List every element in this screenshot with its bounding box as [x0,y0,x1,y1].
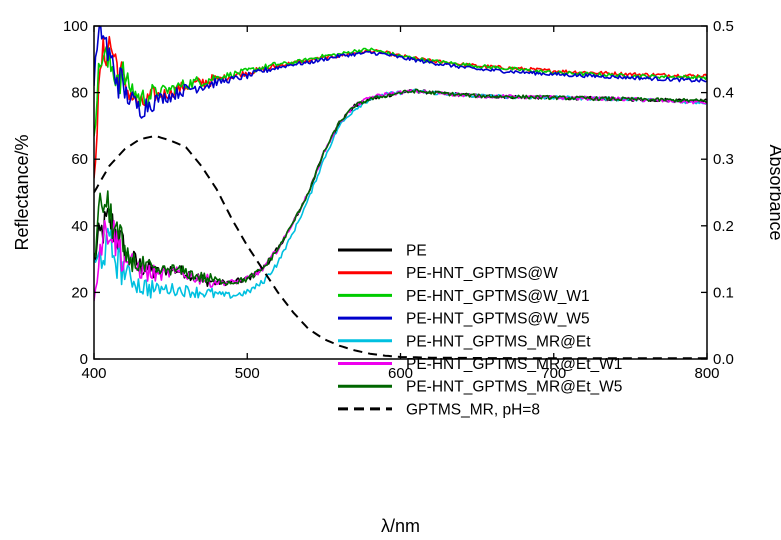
series-line [94,134,707,359]
y-axis-label: Reflectance/% [12,134,32,250]
legend-label: PE-HNT_GPTMS_MR@Et_W1 [406,356,622,373]
series-line [94,35,707,179]
x-axis-label: λ/nm [381,516,420,536]
y2-tick-label: 0.1 [713,284,734,301]
series-layer [94,26,707,359]
x-tick-label: 400 [81,365,106,382]
legend-label: PE-HNT_GPTMS_MR@Et_W5 [406,379,622,396]
legend-label: PE [406,243,427,260]
y2-tick-label: 0.4 [713,85,734,102]
series-line [94,88,707,299]
ticks-layer: 400 500 600 700 800 0 20 40 60 80 100 0.0 0.1 0.2 0.3 0… [63,18,734,382]
legend: PE PE-HNT_GPTMS@W PE-HNT_GPTMS@W_W1 PE-HNT_… [338,243,622,418]
legend-label: PE-HNT_GPTMS_MR@Et [406,333,591,350]
series-line [94,88,707,286]
x-tick-label: 700 [541,365,566,382]
y2-tick-label: 0.3 [713,151,734,168]
x-tick-label: 600 [388,365,413,382]
series-line [94,46,707,137]
y-tick-label: 40 [71,218,88,235]
y-tick-label: 100 [63,18,88,35]
legend-label: PE-HNT_GPTMS@W_W5 [406,311,590,328]
y-tick-label: 20 [71,284,88,301]
series-line [94,26,707,119]
y2-tick-label: 0.5 [713,18,734,35]
legend-label: GPTMS_MR, pH=8 [406,401,540,418]
x-tick-label: 500 [235,365,260,382]
y-tick-label: 80 [71,85,88,102]
legend-label: PE-HNT_GPTMS@W_W1 [406,288,590,305]
y2-tick-label: 0.0 [713,351,734,368]
x-tick-label: 800 [694,365,719,382]
y2-axis-label: Absorbance [766,144,781,240]
y-tick-label: 60 [71,151,88,168]
legend-label: PE-HNT_GPTMS@W [406,265,558,282]
y-tick-label: 0 [80,351,88,368]
y2-tick-label: 0.2 [713,218,734,235]
series-line [94,88,707,287]
